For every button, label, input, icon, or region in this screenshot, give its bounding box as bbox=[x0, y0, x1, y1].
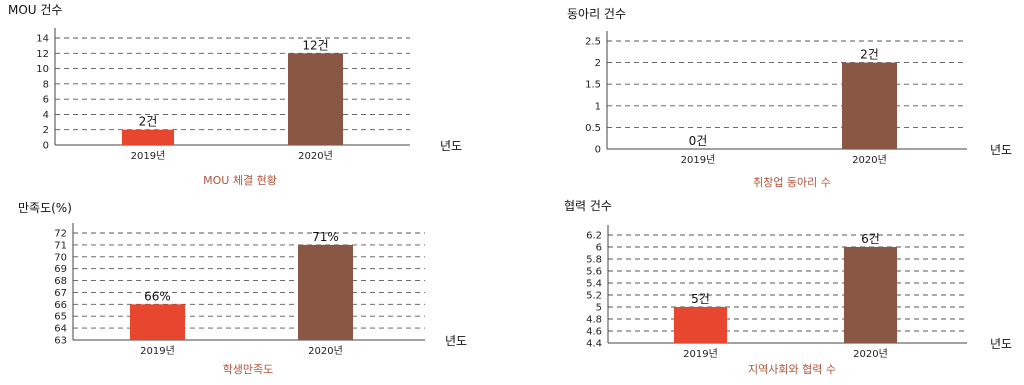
y-axis-title: 동아리 건수 bbox=[567, 7, 626, 21]
chart-caption: 학생만족도 bbox=[223, 363, 274, 376]
y-tick-label: 5.8 bbox=[586, 255, 602, 266]
y-tick-label: 14 bbox=[36, 34, 49, 45]
y-tick-label: 5.2 bbox=[586, 291, 602, 302]
bar-2020년 bbox=[842, 62, 897, 149]
y-tick-label: 0.5 bbox=[585, 123, 601, 134]
y-tick-label: 70 bbox=[54, 252, 67, 263]
y-tick-label: 6 bbox=[43, 95, 49, 106]
data-label: 6건 bbox=[861, 232, 880, 246]
y-tick-label: 4 bbox=[43, 110, 49, 121]
y-tick-label: 0 bbox=[43, 141, 49, 152]
chart-mou: MOU 건수 14 12 10 8 6 4 2 0 2건 2019년 12건 2020년 년도 MOU 체결… bbox=[0, 0, 500, 190]
x-category-label: 2019년 bbox=[681, 154, 716, 166]
y-tick-label: 5 bbox=[596, 303, 602, 314]
y-tick-label: 72 bbox=[54, 229, 67, 240]
bar-2020년 bbox=[298, 244, 353, 340]
x-category-label: 2019년 bbox=[131, 150, 166, 162]
data-label: 2건 bbox=[139, 115, 158, 129]
y-axis-title: MOU 건수 bbox=[8, 3, 62, 17]
y-tick-label: 67 bbox=[54, 288, 67, 299]
y-tick-label: 8 bbox=[43, 79, 49, 90]
y-tick-label: 12 bbox=[36, 49, 49, 60]
chart-cooperation: 협력 건수 6.2 6 5.8 5.6 5.4 5.2 5 4.8 4.6 4.4 5건 2019년 6건… bbox=[512, 190, 1024, 381]
y-tick-label: 2.5 bbox=[585, 37, 601, 48]
y-tick-label: 66 bbox=[54, 300, 67, 311]
y-tick-label: 4.6 bbox=[586, 327, 602, 338]
y-tick-label: 2 bbox=[595, 58, 601, 69]
x-axis-unit: 년도 bbox=[440, 139, 462, 153]
y-tick-label: 65 bbox=[54, 312, 67, 323]
chart-svg: MOU 건수 14 12 10 8 6 4 2 0 2건 2019년 12건 2020년 년도 MOU 체결… bbox=[8, 3, 462, 187]
data-label: 2건 bbox=[860, 48, 879, 62]
y-tick-label: 1 bbox=[595, 101, 601, 112]
bar-2019년 bbox=[130, 304, 185, 340]
y-axis-title: 협력 건수 bbox=[564, 199, 612, 213]
y-tick-label: 6 bbox=[596, 243, 602, 254]
y-tick-label: 69 bbox=[54, 264, 67, 275]
y-tick-label: 71 bbox=[54, 240, 67, 251]
y-axis-title: 만족도(%) bbox=[18, 201, 72, 215]
x-category-label: 2020년 bbox=[298, 150, 333, 162]
data-label: 71% bbox=[312, 230, 339, 244]
y-tick-label: 4.4 bbox=[586, 339, 602, 350]
chart-caption: MOU 체결 현황 bbox=[203, 174, 277, 187]
y-tick-label: 63 bbox=[54, 336, 67, 347]
x-axis-unit: 년도 bbox=[445, 334, 467, 348]
y-tick-label: 2 bbox=[43, 125, 49, 136]
x-axis-unit: 년도 bbox=[990, 143, 1012, 157]
x-category-label: 2019년 bbox=[683, 348, 718, 360]
chart-caption: 취창업 동아리 수 bbox=[753, 176, 831, 189]
x-category-label: 2020년 bbox=[308, 345, 343, 357]
data-label: 12건 bbox=[302, 38, 328, 52]
x-category-label: 2020년 bbox=[853, 348, 888, 360]
data-label: 5건 bbox=[691, 292, 710, 306]
bar-2019년 bbox=[674, 307, 727, 343]
bar-2020년 bbox=[288, 53, 343, 145]
y-tick-label: 1.5 bbox=[585, 80, 601, 91]
y-tick-label: 4.8 bbox=[586, 315, 602, 326]
y-tick-label: 5.6 bbox=[586, 267, 602, 278]
chart-svg: 협력 건수 6.265.85.65.45.254.84.64.4 5건 2019년 6건… bbox=[564, 199, 1012, 376]
bar-2019년 bbox=[122, 129, 174, 145]
chart-caption: 지역사회와 협력 수 bbox=[748, 363, 836, 376]
x-axis-unit: 년도 bbox=[990, 337, 1012, 351]
data-label: 66% bbox=[144, 289, 171, 303]
chart-satisfaction: 만족도(%) 72 71 70 69 68 67 66 65 64 63 66% 2019년 71% 202… bbox=[0, 190, 500, 381]
data-label: 0건 bbox=[689, 134, 708, 148]
x-category-label: 2020년 bbox=[852, 154, 887, 166]
y-tick-label: 10 bbox=[36, 64, 49, 75]
x-category-label: 2019년 bbox=[140, 345, 175, 357]
y-tick-label: 64 bbox=[54, 324, 67, 335]
y-tick-label: 0 bbox=[595, 145, 601, 156]
y-tick-label: 68 bbox=[54, 276, 67, 287]
y-tick-label: 5.4 bbox=[586, 279, 602, 290]
y-tick-label: 6.2 bbox=[586, 231, 602, 242]
bar-2020년 bbox=[844, 247, 897, 343]
